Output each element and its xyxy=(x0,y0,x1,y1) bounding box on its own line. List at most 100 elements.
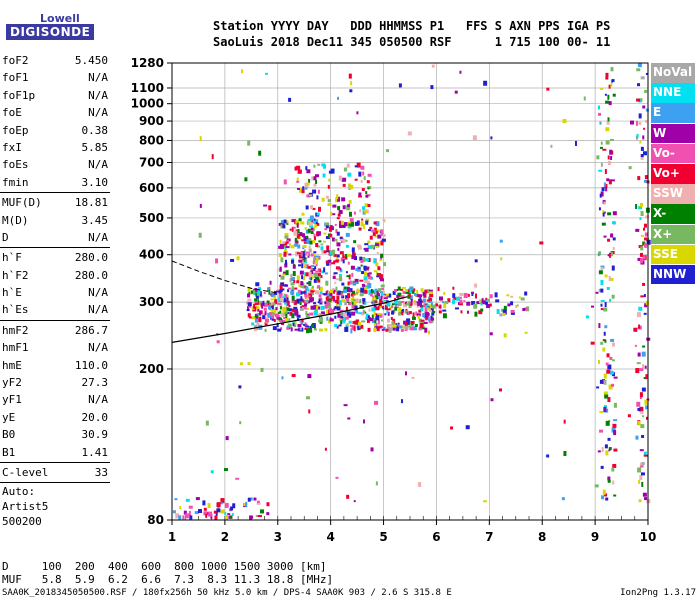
echo-point xyxy=(336,325,339,329)
echo-point xyxy=(375,481,378,486)
echo-point xyxy=(466,310,469,314)
echo-point xyxy=(338,318,342,321)
echo-point xyxy=(271,301,274,305)
echo-point xyxy=(600,266,604,270)
echo-point xyxy=(375,314,379,319)
echo-point xyxy=(380,292,385,296)
echo-point xyxy=(428,304,433,309)
echo-point xyxy=(351,325,356,331)
echo-point xyxy=(327,199,331,203)
echo-point xyxy=(254,315,258,318)
echo-point xyxy=(391,320,395,325)
echo-point xyxy=(601,222,606,226)
echo-point xyxy=(313,176,317,181)
echo-point xyxy=(285,304,288,309)
param-row: C-level 33 xyxy=(0,464,112,481)
echo-point xyxy=(320,317,324,323)
echo-point xyxy=(205,420,209,426)
echo-point xyxy=(639,217,642,221)
echo-point xyxy=(405,321,408,326)
param-name: foEs xyxy=(2,158,29,172)
echo-point xyxy=(518,296,521,299)
echo-point xyxy=(364,289,368,294)
echo-point xyxy=(364,286,368,290)
echo-point xyxy=(409,326,414,331)
echo-point xyxy=(298,327,302,332)
echo-point xyxy=(306,169,311,174)
echo-point xyxy=(404,325,409,330)
echo-point xyxy=(262,315,266,320)
echo-point xyxy=(216,340,220,344)
echo-point xyxy=(220,509,225,514)
echo-point xyxy=(335,300,339,304)
echo-point xyxy=(605,362,609,366)
echo-point xyxy=(393,289,397,293)
echo-point xyxy=(281,322,285,325)
echo-point xyxy=(280,275,285,280)
echo-point xyxy=(253,328,257,332)
echo-point xyxy=(430,85,434,90)
echo-point xyxy=(308,194,312,197)
echo-point xyxy=(583,96,586,101)
echo-point xyxy=(645,119,648,123)
echo-point xyxy=(417,315,420,320)
echo-point xyxy=(334,305,339,309)
echo-point xyxy=(255,515,260,518)
echo-point xyxy=(362,224,365,230)
param-name: h`Es xyxy=(2,303,29,317)
echo-point xyxy=(354,293,359,296)
echo-point xyxy=(502,312,506,316)
echo-point xyxy=(460,310,463,314)
echo-point xyxy=(397,322,400,325)
echo-point xyxy=(422,313,426,318)
echo-point xyxy=(408,325,412,328)
echo-point xyxy=(635,435,639,440)
echo-point xyxy=(296,275,300,281)
echo-point xyxy=(303,235,308,240)
echo-point xyxy=(326,309,329,315)
echo-point xyxy=(381,328,385,331)
echo-point xyxy=(247,293,251,298)
echo-point xyxy=(380,229,384,234)
echo-point xyxy=(382,219,386,222)
echo-point xyxy=(256,299,259,302)
echo-point xyxy=(297,324,302,328)
echo-point xyxy=(359,279,364,282)
echo-point xyxy=(317,285,321,289)
echo-point xyxy=(331,249,335,255)
echo-point xyxy=(636,98,641,102)
echo-point xyxy=(359,301,362,304)
echo-point xyxy=(351,247,355,253)
echo-point xyxy=(318,276,321,280)
echo-point xyxy=(376,273,381,277)
echo-point xyxy=(490,136,493,140)
echo-point xyxy=(213,510,218,514)
echo-point xyxy=(247,362,251,366)
echo-point xyxy=(325,280,329,286)
param-name: hmF2 xyxy=(2,323,29,337)
echo-point xyxy=(438,296,443,301)
echo-point xyxy=(328,226,332,232)
echo-point xyxy=(463,300,466,303)
echo-point xyxy=(379,278,384,282)
echo-point xyxy=(611,371,615,375)
echo-point xyxy=(338,324,342,327)
echo-point xyxy=(350,81,353,86)
echo-point xyxy=(312,239,316,243)
echo-point xyxy=(365,266,370,269)
echo-point xyxy=(298,218,302,222)
echo-point xyxy=(383,300,387,304)
echo-point xyxy=(304,272,307,277)
echo-point xyxy=(507,303,511,307)
echo-point xyxy=(338,303,342,307)
echo-point xyxy=(600,288,604,293)
echo-point xyxy=(264,322,268,326)
echo-point xyxy=(319,286,323,291)
legend: NoVal NNE E W Vo- Vo+ SSW X- X+ SSE NNW xyxy=(651,63,695,285)
y-tick-label: 1100 xyxy=(131,81,164,95)
echo-point xyxy=(348,223,353,227)
echo-point xyxy=(361,188,365,192)
echo-point xyxy=(282,224,286,229)
echo-point xyxy=(282,320,286,323)
echo-point xyxy=(394,300,399,305)
